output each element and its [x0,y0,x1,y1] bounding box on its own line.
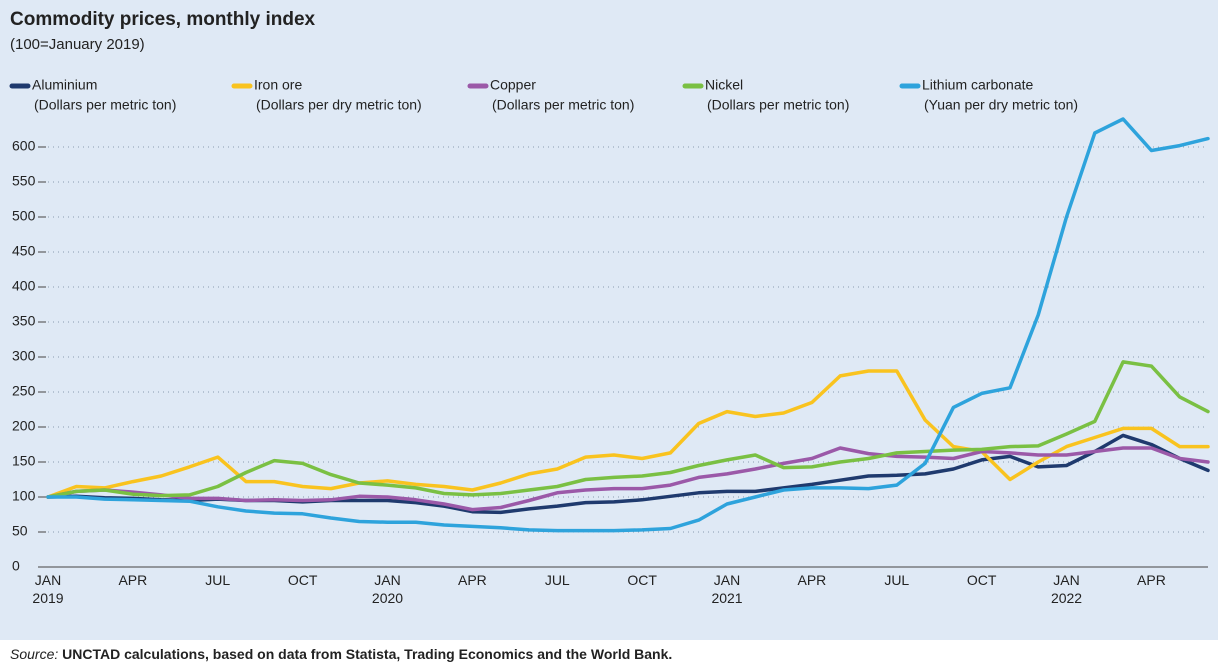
y-tick-label: 350 [12,313,36,329]
chart-subtitle: (100=January 2019) [10,36,145,53]
y-tick-label: 100 [12,488,36,504]
series-line [46,360,1210,499]
x-tick-label: OCT [967,572,997,588]
legend-unit: (Dollars per metric ton) [707,97,849,113]
source: Source: UNCTAD calculations, based on da… [10,646,672,662]
legend-label: Lithium carbonate [922,77,1034,93]
chart-title: Commodity prices, monthly index [10,9,316,30]
x-tick-label: APR [118,572,147,588]
source-label: Source: [10,646,58,662]
x-tick-label: APR [1137,572,1166,588]
y-tick-label: 50 [12,523,28,539]
legend-label: Nickel [705,77,743,93]
y-tick-label: 250 [12,383,36,399]
y-tick-label: 550 [12,173,36,189]
legend-unit: (Yuan per dry metric ton) [924,97,1078,113]
y-tick-label: 150 [12,453,36,469]
y-tick-label: 200 [12,418,36,434]
y-tick-label: 400 [12,278,36,294]
x-tick-label: JUL [545,572,570,588]
x-tick-label: JUL [205,572,230,588]
legend-label: Copper [490,77,536,93]
x-tick-label: JAN 2021 [711,572,742,606]
y-tick-label: 600 [12,138,36,154]
x-tick-label: OCT [627,572,657,588]
legend-label: Iron ore [254,77,302,93]
series-line [46,369,1210,499]
legend-unit: (Dollars per metric ton) [492,97,634,113]
x-tick-label: APR [458,572,487,588]
y-tick-label: 0 [12,558,20,574]
x-tick-label: APR [798,572,827,588]
legend-unit: (Dollars per metric ton) [34,97,176,113]
y-tick-label: 450 [12,243,36,259]
series-line [46,117,1210,533]
source-text: UNCTAD calculations, based on data from … [62,646,672,662]
y-tick-label: 500 [12,208,36,224]
background [0,0,1218,640]
legend-label: Aluminium [32,77,97,93]
x-tick-label: JAN 2019 [32,572,63,606]
x-tick-label: JAN 2022 [1051,572,1082,606]
series-line [46,446,1210,512]
legend-unit: (Dollars per dry metric ton) [256,97,422,113]
x-tick-label: JAN 2020 [372,572,403,606]
x-tick-label: JUL [884,572,909,588]
y-tick-label: 300 [12,348,36,364]
x-tick-label: OCT [288,572,318,588]
